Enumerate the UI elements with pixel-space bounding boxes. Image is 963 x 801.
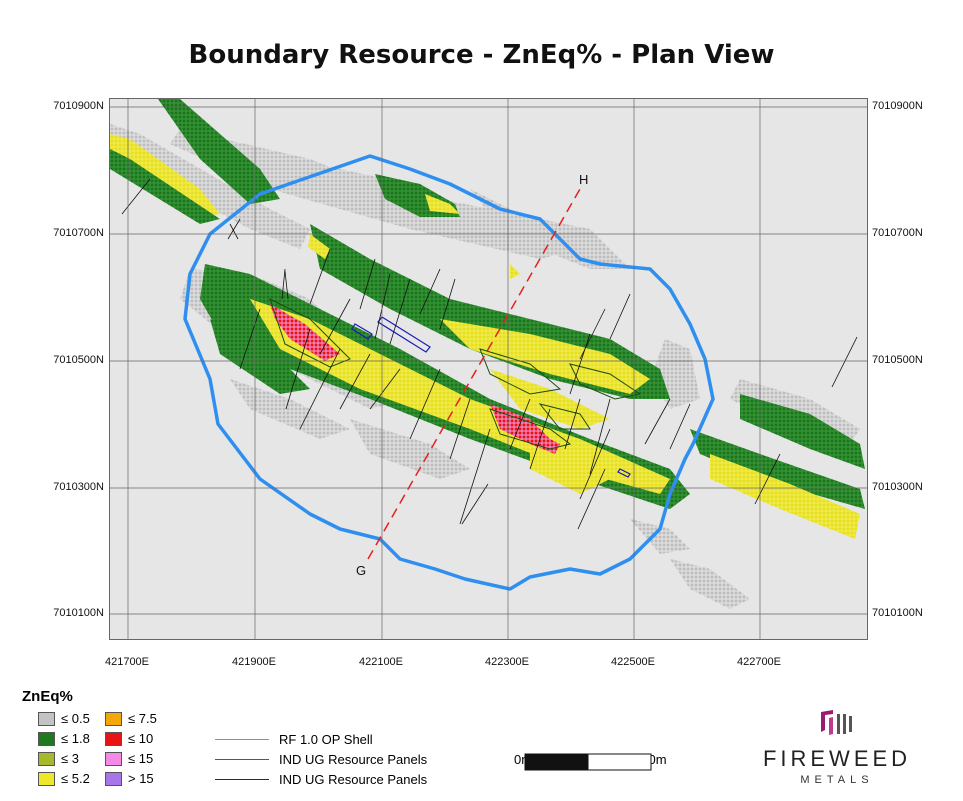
y-tick-left: 7010500N bbox=[53, 354, 104, 366]
x-tick: 421700E bbox=[104, 656, 150, 668]
legend-label: ≤ 3 bbox=[61, 751, 79, 766]
legend-swatch bbox=[38, 731, 55, 746]
fireweed-logo-icon bbox=[821, 710, 852, 735]
legend-label: ≤ 0.5 bbox=[61, 711, 90, 726]
line-legend-item: IND UG Resource Panels bbox=[215, 752, 427, 767]
line-swatch bbox=[215, 779, 269, 780]
y-tick-left: 7010700N bbox=[53, 227, 104, 239]
legend-label: ≤ 1.8 bbox=[61, 731, 90, 746]
line-swatch bbox=[215, 759, 269, 760]
line-label: IND UG Resource Panels bbox=[279, 772, 428, 787]
legend-item: ≤ 7.5 bbox=[105, 711, 157, 726]
map-grid bbox=[110, 99, 867, 639]
line-legend-item: IND UG Resource Panels bbox=[215, 772, 427, 787]
logo-name: FIREWEED bbox=[762, 746, 912, 771]
legend-swatch bbox=[38, 771, 55, 786]
line-label: RF 1.0 OP Shell bbox=[279, 732, 373, 747]
y-tick-left: 7010300N bbox=[53, 481, 104, 493]
y-tick-left: 7010100N bbox=[53, 607, 104, 619]
legend-title: ZnEq% bbox=[22, 688, 73, 705]
y-tick-right: 7010100N bbox=[872, 607, 923, 619]
legend-swatch bbox=[105, 751, 122, 766]
x-tick: 422500E bbox=[610, 656, 656, 668]
legend-swatch bbox=[38, 751, 55, 766]
section-line bbox=[367, 188, 581, 560]
y-tick-left: 7010900N bbox=[53, 100, 104, 112]
drill-holes bbox=[121, 178, 858, 530]
plan-view-map: G H bbox=[109, 98, 868, 640]
legend-swatch bbox=[105, 731, 122, 746]
section-label-start: G bbox=[356, 563, 366, 578]
y-tick-right: 7010300N bbox=[872, 481, 923, 493]
legend-item: ≤ 0.5 bbox=[38, 711, 90, 726]
legend-item: > 15 bbox=[105, 771, 154, 786]
x-tick: 422100E bbox=[358, 656, 404, 668]
legend-swatch bbox=[105, 711, 122, 726]
ug-resource-panels-green bbox=[269, 298, 642, 450]
map-title: Boundary Resource - ZnEq% - Plan View bbox=[188, 40, 775, 70]
logo-subtitle: METALS bbox=[800, 774, 874, 786]
y-tick-right: 7010900N bbox=[872, 100, 923, 112]
scale-bar bbox=[524, 753, 652, 771]
legend-swatch bbox=[105, 771, 122, 786]
y-tick-right: 7010700N bbox=[872, 227, 923, 239]
legend-label: ≤ 10 bbox=[128, 731, 154, 746]
company-logo: FIREWEED METALS bbox=[752, 708, 922, 793]
legend-item: ≤ 1.8 bbox=[38, 731, 90, 746]
section-label-end: H bbox=[579, 172, 588, 187]
x-tick: 421900E bbox=[231, 656, 277, 668]
legend-item: ≤ 10 bbox=[105, 731, 153, 746]
legend-item: ≤ 15 bbox=[105, 751, 153, 766]
legend-item: ≤ 5.2 bbox=[38, 771, 90, 786]
y-tick-right: 7010500N bbox=[872, 354, 923, 366]
x-tick: 422700E bbox=[736, 656, 782, 668]
legend-label: ≤ 7.5 bbox=[128, 711, 157, 726]
legend-item: ≤ 3 bbox=[38, 751, 79, 766]
x-tick: 422300E bbox=[484, 656, 530, 668]
legend-label: ≤ 15 bbox=[128, 751, 154, 766]
line-label: IND UG Resource Panels bbox=[279, 752, 428, 767]
line-swatch bbox=[215, 739, 269, 740]
line-legend-item: RF 1.0 OP Shell bbox=[215, 732, 373, 747]
legend-label: > 15 bbox=[128, 771, 154, 786]
legend-label: ≤ 5.2 bbox=[61, 771, 90, 786]
op-shell-outline bbox=[183, 154, 715, 591]
legend-swatch bbox=[38, 711, 55, 726]
